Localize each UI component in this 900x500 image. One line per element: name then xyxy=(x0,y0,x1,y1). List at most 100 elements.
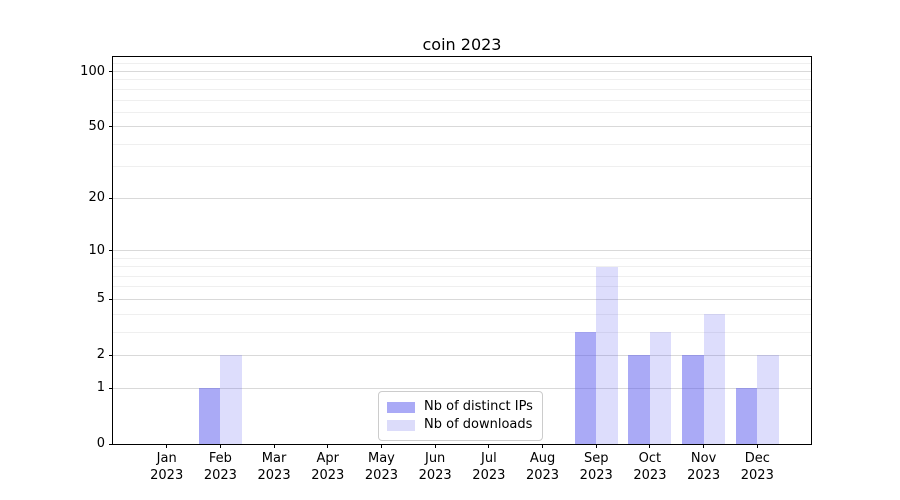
x-tick-label-month: Oct xyxy=(638,451,662,466)
gridline-minor xyxy=(113,99,811,101)
y-tick-mark xyxy=(109,250,113,251)
gridline-major xyxy=(113,197,811,199)
gridline-minor xyxy=(113,143,811,145)
gridline-minor xyxy=(113,88,811,90)
x-tick-mark xyxy=(327,444,329,448)
gridline-minor xyxy=(113,286,811,288)
x-tick-label: Apr 2023 xyxy=(296,450,360,484)
x-tick-label-year: 2023 xyxy=(364,468,398,483)
gridline-minor xyxy=(113,79,811,81)
legend-swatch-distinct-ips xyxy=(387,401,415,413)
x-tick-label-month: Jul xyxy=(481,451,497,466)
bar-distinct-ips xyxy=(198,388,221,444)
x-tick-label-month: Mar xyxy=(261,451,287,466)
x-tick-label-month: Sep xyxy=(583,451,609,466)
x-tick-label-year: 2023 xyxy=(472,468,506,483)
y-tick-label: 5 xyxy=(96,291,105,307)
x-tick-label: Feb 2023 xyxy=(188,450,252,484)
x-tick-label-month: Jan xyxy=(156,451,177,466)
x-tick-label-year: 2023 xyxy=(579,468,613,483)
y-tick-mark xyxy=(109,197,113,199)
x-tick-label-year: 2023 xyxy=(150,468,184,483)
x-tick-label: Nov 2023 xyxy=(672,450,736,484)
gridline-minor xyxy=(113,111,811,113)
y-tick-mark xyxy=(109,298,113,300)
x-tick-label-year: 2023 xyxy=(203,468,237,483)
x-tick-label-month: Apr xyxy=(316,451,340,466)
gridline-minor xyxy=(113,257,811,259)
y-tick-label: 100 xyxy=(80,63,105,79)
x-tick-label: Dec 2023 xyxy=(725,450,789,484)
x-tick-label-year: 2023 xyxy=(740,468,774,483)
bar-downloads xyxy=(703,314,726,444)
y-tick-label: 0 xyxy=(96,436,105,451)
x-tick-label-month: Dec xyxy=(744,451,770,466)
bar-distinct-ips xyxy=(574,332,597,444)
bar-distinct-ips xyxy=(682,355,704,444)
x-tick-mark xyxy=(488,444,490,448)
x-tick-label-year: 2023 xyxy=(418,468,452,483)
y-tick-label: 2 xyxy=(96,347,105,363)
legend-row: Nb of distinct IPs xyxy=(387,399,533,415)
x-tick-label: Oct 2023 xyxy=(618,450,682,484)
x-tick-label: Jan 2023 xyxy=(135,450,199,484)
y-tick-label: 1 xyxy=(96,380,105,396)
x-tick-label-year: 2023 xyxy=(633,468,667,483)
x-tick-label-year: 2023 xyxy=(311,468,345,483)
bar-distinct-ips xyxy=(628,355,650,444)
x-tick-label: Sep 2023 xyxy=(564,450,628,484)
gridline-major xyxy=(113,71,811,73)
y-tick-mark xyxy=(109,126,113,128)
x-tick-label: Aug 2023 xyxy=(511,450,575,484)
gridline-major xyxy=(113,354,811,356)
legend-label-downloads: Nb of downloads xyxy=(424,417,533,432)
y-tick-mark xyxy=(109,443,113,445)
y-tick-label: 50 xyxy=(88,118,105,134)
x-tick-label: Jul 2023 xyxy=(457,450,521,484)
bar-downloads xyxy=(220,355,242,444)
legend-row: Nb of downloads xyxy=(387,417,533,433)
gridline-minor xyxy=(113,275,811,277)
x-tick-label-month: May xyxy=(368,451,395,466)
legend-label-distinct-ips: Nb of distinct IPs xyxy=(424,399,533,414)
x-tick-label-year: 2023 xyxy=(257,468,291,483)
gridline-minor xyxy=(113,313,811,315)
x-tick-mark xyxy=(756,444,758,448)
bar-distinct-ips xyxy=(735,388,758,444)
x-tick-mark xyxy=(380,444,382,448)
x-tick-label-month: Aug xyxy=(529,451,556,466)
x-tick-label-month: Jun xyxy=(424,451,446,466)
y-tick-label: 20 xyxy=(88,190,105,206)
y-tick-label: 10 xyxy=(88,242,105,258)
gridline-major xyxy=(113,250,811,251)
x-tick-label-month: Feb xyxy=(208,451,232,466)
gridline-major xyxy=(113,387,811,389)
legend: Nb of distinct IPs Nb of downloads xyxy=(378,391,543,441)
x-tick-label: May 2023 xyxy=(349,450,413,484)
bar-downloads xyxy=(649,332,672,444)
bar-downloads xyxy=(757,355,779,444)
y-tick-mark xyxy=(109,71,113,73)
x-tick-mark xyxy=(166,444,168,448)
x-tick-label-year: 2023 xyxy=(525,468,560,483)
bar-downloads xyxy=(596,266,618,444)
plot-area xyxy=(112,56,812,445)
gridline-major xyxy=(113,298,811,300)
chart-title: coin 2023 xyxy=(422,35,502,54)
legend-swatch-downloads xyxy=(387,419,415,431)
x-tick-mark xyxy=(595,444,597,448)
y-tick-mark xyxy=(109,387,113,389)
x-tick-label-year: 2023 xyxy=(687,468,721,483)
gridline-minor xyxy=(113,166,811,168)
x-tick-mark xyxy=(542,444,544,448)
x-tick-label: Jun 2023 xyxy=(403,450,467,484)
x-tick-mark xyxy=(434,444,436,448)
gridline-minor xyxy=(113,266,811,268)
x-tick-mark xyxy=(703,444,705,448)
x-tick-mark xyxy=(219,444,221,448)
x-tick-label: Mar 2023 xyxy=(242,450,306,484)
x-tick-label-month: Nov xyxy=(690,451,717,466)
y-tick-mark xyxy=(109,354,113,356)
gridline-minor xyxy=(113,331,811,333)
